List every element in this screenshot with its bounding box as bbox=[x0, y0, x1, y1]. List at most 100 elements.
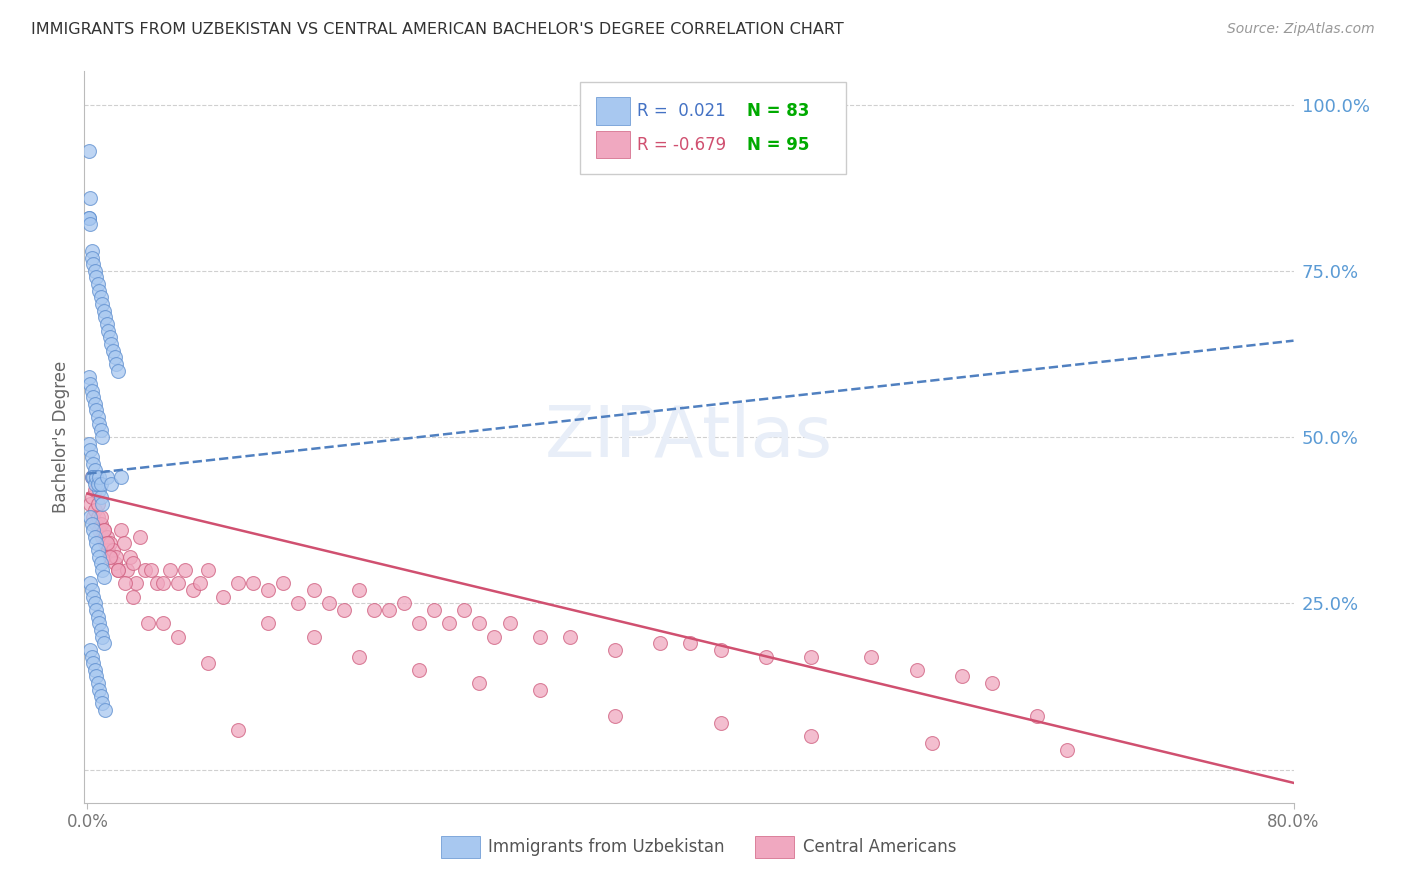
Point bbox=[363, 603, 385, 617]
Point bbox=[82, 656, 104, 670]
Point bbox=[710, 643, 733, 657]
Point bbox=[87, 509, 110, 524]
Point bbox=[82, 257, 104, 271]
Point bbox=[84, 530, 107, 544]
Point bbox=[136, 616, 159, 631]
Point bbox=[89, 549, 111, 564]
Point bbox=[91, 497, 114, 511]
Point bbox=[181, 582, 204, 597]
Point bbox=[152, 616, 174, 631]
Point bbox=[89, 470, 111, 484]
Point bbox=[90, 690, 112, 704]
FancyBboxPatch shape bbox=[581, 82, 846, 174]
Point bbox=[80, 582, 103, 597]
Point bbox=[347, 582, 370, 597]
Point bbox=[80, 251, 103, 265]
Point bbox=[86, 470, 108, 484]
Point bbox=[94, 536, 117, 550]
Point bbox=[650, 636, 672, 650]
Point bbox=[90, 490, 112, 504]
Point bbox=[97, 543, 120, 558]
Point bbox=[103, 557, 125, 571]
Point bbox=[98, 330, 121, 344]
Point bbox=[121, 557, 143, 571]
Point bbox=[139, 563, 162, 577]
Point bbox=[91, 297, 114, 311]
Point bbox=[121, 590, 143, 604]
Point bbox=[439, 616, 461, 631]
Point bbox=[378, 603, 401, 617]
Point bbox=[212, 590, 235, 604]
Point bbox=[905, 663, 928, 677]
Point bbox=[302, 630, 325, 644]
Point bbox=[82, 523, 104, 537]
Point bbox=[89, 417, 111, 431]
Point bbox=[124, 576, 146, 591]
Point bbox=[93, 570, 115, 584]
Point bbox=[91, 563, 114, 577]
Point bbox=[100, 549, 122, 564]
Point bbox=[101, 343, 124, 358]
Point bbox=[94, 310, 117, 325]
Point bbox=[273, 576, 295, 591]
Point bbox=[197, 563, 219, 577]
Point bbox=[82, 457, 104, 471]
Point bbox=[80, 516, 103, 531]
Text: N = 95: N = 95 bbox=[747, 136, 810, 153]
FancyBboxPatch shape bbox=[755, 836, 794, 858]
Point bbox=[152, 576, 174, 591]
Point bbox=[332, 603, 354, 617]
Point bbox=[166, 630, 188, 644]
Point bbox=[79, 497, 101, 511]
Point bbox=[110, 470, 132, 484]
Point bbox=[90, 290, 112, 304]
Text: R =  0.021: R = 0.021 bbox=[637, 102, 725, 120]
Point bbox=[981, 676, 1004, 690]
Point bbox=[860, 649, 883, 664]
Point bbox=[90, 424, 112, 438]
Point bbox=[190, 576, 212, 591]
Text: N = 83: N = 83 bbox=[747, 102, 810, 120]
Point bbox=[110, 523, 132, 537]
Point bbox=[101, 543, 124, 558]
Point bbox=[242, 576, 264, 591]
Point bbox=[79, 191, 101, 205]
Point bbox=[89, 523, 111, 537]
Point bbox=[90, 623, 112, 637]
Text: R = -0.679: R = -0.679 bbox=[637, 136, 725, 153]
Text: Immigrants from Uzbekistan: Immigrants from Uzbekistan bbox=[488, 838, 724, 855]
Point bbox=[84, 476, 107, 491]
Point bbox=[710, 716, 733, 731]
Point bbox=[145, 576, 167, 591]
Point bbox=[98, 536, 121, 550]
Point bbox=[87, 609, 110, 624]
Point bbox=[468, 676, 491, 690]
Point bbox=[98, 549, 121, 564]
Point bbox=[423, 603, 446, 617]
Point bbox=[197, 656, 219, 670]
Point bbox=[90, 516, 112, 531]
Point bbox=[90, 557, 112, 571]
Point bbox=[484, 630, 506, 644]
Point bbox=[105, 549, 128, 564]
Point bbox=[84, 483, 107, 498]
Y-axis label: Bachelor's Degree: Bachelor's Degree bbox=[52, 361, 70, 513]
Point bbox=[107, 363, 129, 377]
Point bbox=[89, 483, 111, 498]
Point bbox=[257, 616, 280, 631]
Point bbox=[107, 563, 129, 577]
Point bbox=[77, 436, 100, 450]
Point bbox=[129, 530, 152, 544]
Point bbox=[90, 509, 112, 524]
Point bbox=[100, 337, 122, 351]
Point bbox=[97, 324, 120, 338]
Point bbox=[89, 616, 111, 631]
Point bbox=[87, 543, 110, 558]
Point bbox=[86, 270, 108, 285]
Point bbox=[86, 603, 108, 617]
Point bbox=[79, 509, 101, 524]
Point bbox=[1056, 742, 1078, 756]
Point bbox=[87, 497, 110, 511]
Point bbox=[800, 649, 823, 664]
Point bbox=[87, 277, 110, 292]
